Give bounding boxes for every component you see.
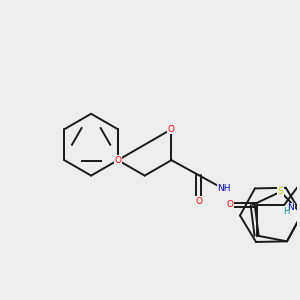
Text: NH: NH (218, 184, 231, 193)
Text: S: S (278, 187, 284, 196)
Text: O: O (114, 156, 122, 165)
Text: O: O (168, 125, 175, 134)
Text: H: H (283, 208, 289, 217)
Text: O: O (227, 200, 234, 209)
Text: O: O (195, 197, 202, 206)
Text: N: N (287, 203, 294, 212)
